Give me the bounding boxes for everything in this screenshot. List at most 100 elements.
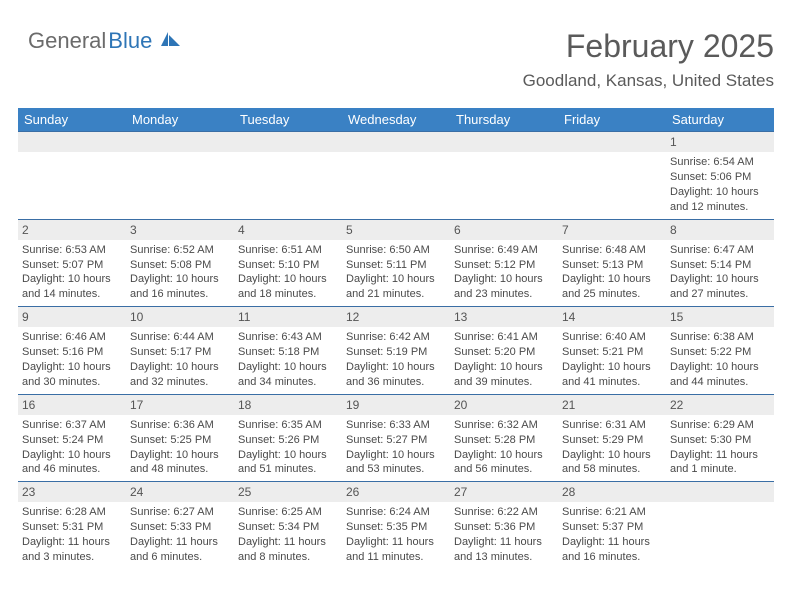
calendar-day	[234, 132, 342, 219]
daylight-text: Daylight: 11 hours	[346, 535, 446, 550]
day-number: 25	[234, 482, 342, 502]
sunrise-text: Sunrise: 6:48 AM	[562, 243, 662, 258]
day-number	[558, 132, 666, 152]
daylight-text: and 41 minutes.	[562, 375, 662, 390]
sunset-text: Sunset: 5:31 PM	[22, 520, 122, 535]
daylight-text: and 14 minutes.	[22, 287, 122, 302]
daylight-text: and 48 minutes.	[130, 462, 230, 477]
daylight-text: and 46 minutes.	[22, 462, 122, 477]
daylight-text: and 16 minutes.	[130, 287, 230, 302]
daylight-text: Daylight: 10 hours	[130, 360, 230, 375]
daylight-text: Daylight: 10 hours	[238, 448, 338, 463]
sunrise-text: Sunrise: 6:50 AM	[346, 243, 446, 258]
sunrise-text: Sunrise: 6:52 AM	[130, 243, 230, 258]
calendar-day: 12Sunrise: 6:42 AMSunset: 5:19 PMDayligh…	[342, 307, 450, 394]
calendar-day: 24Sunrise: 6:27 AMSunset: 5:33 PMDayligh…	[126, 482, 234, 569]
sunrise-text: Sunrise: 6:49 AM	[454, 243, 554, 258]
sunrise-text: Sunrise: 6:42 AM	[346, 330, 446, 345]
day-number	[126, 132, 234, 152]
day-number: 24	[126, 482, 234, 502]
calendar-day	[450, 132, 558, 219]
calendar-day: 13Sunrise: 6:41 AMSunset: 5:20 PMDayligh…	[450, 307, 558, 394]
calendar-day: 20Sunrise: 6:32 AMSunset: 5:28 PMDayligh…	[450, 395, 558, 482]
day-number: 8	[666, 220, 774, 240]
day-number: 27	[450, 482, 558, 502]
weekday-header: Thursday	[450, 108, 558, 131]
sunrise-text: Sunrise: 6:46 AM	[22, 330, 122, 345]
day-number	[342, 132, 450, 152]
day-number: 11	[234, 307, 342, 327]
sunrise-text: Sunrise: 6:54 AM	[670, 155, 770, 170]
sunset-text: Sunset: 5:37 PM	[562, 520, 662, 535]
sunset-text: Sunset: 5:21 PM	[562, 345, 662, 360]
sunset-text: Sunset: 5:26 PM	[238, 433, 338, 448]
calendar-day: 9Sunrise: 6:46 AMSunset: 5:16 PMDaylight…	[18, 307, 126, 394]
daylight-text: and 16 minutes.	[562, 550, 662, 565]
daylight-text: Daylight: 10 hours	[454, 272, 554, 287]
sunset-text: Sunset: 5:22 PM	[670, 345, 770, 360]
day-number: 3	[126, 220, 234, 240]
daylight-text: Daylight: 10 hours	[22, 360, 122, 375]
calendar-day: 15Sunrise: 6:38 AMSunset: 5:22 PMDayligh…	[666, 307, 774, 394]
calendar-day: 17Sunrise: 6:36 AMSunset: 5:25 PMDayligh…	[126, 395, 234, 482]
sunset-text: Sunset: 5:07 PM	[22, 258, 122, 273]
sunrise-text: Sunrise: 6:31 AM	[562, 418, 662, 433]
daylight-text: Daylight: 10 hours	[454, 360, 554, 375]
day-number: 18	[234, 395, 342, 415]
sunset-text: Sunset: 5:06 PM	[670, 170, 770, 185]
sunset-text: Sunset: 5:27 PM	[346, 433, 446, 448]
sunrise-text: Sunrise: 6:37 AM	[22, 418, 122, 433]
calendar-day: 16 Sunrise: 6:37 AMSunset: 5:24 PMDayligh…	[18, 395, 126, 482]
calendar: Sunday Monday Tuesday Wednesday Thursday…	[18, 108, 774, 569]
sunset-text: Sunset: 5:30 PM	[670, 433, 770, 448]
day-number: 21	[558, 395, 666, 415]
calendar-day: 23Sunrise: 6:28 AMSunset: 5:31 PMDayligh…	[18, 482, 126, 569]
daylight-text: Daylight: 10 hours	[130, 272, 230, 287]
day-number: 26	[342, 482, 450, 502]
sunrise-text: Sunrise: 6:32 AM	[454, 418, 554, 433]
daylight-text: and 8 minutes.	[238, 550, 338, 565]
day-number: 5	[342, 220, 450, 240]
weekday-header: Monday	[126, 108, 234, 131]
sunset-text: Sunset: 5:18 PM	[238, 345, 338, 360]
daylight-text: Daylight: 10 hours	[22, 448, 122, 463]
daylight-text: and 53 minutes.	[346, 462, 446, 477]
sunrise-text: Sunrise: 6:41 AM	[454, 330, 554, 345]
brand-sails-icon	[158, 30, 182, 53]
daylight-text: Daylight: 10 hours	[346, 448, 446, 463]
calendar-day: 25Sunrise: 6:25 AMSunset: 5:34 PMDayligh…	[234, 482, 342, 569]
calendar-day: 22Sunrise: 6:29 AMSunset: 5:30 PMDayligh…	[666, 395, 774, 482]
daylight-text: and 3 minutes.	[22, 550, 122, 565]
sunset-text: Sunset: 5:20 PM	[454, 345, 554, 360]
sunset-text: Sunset: 5:12 PM	[454, 258, 554, 273]
day-number: 16	[18, 395, 126, 415]
day-number: 23	[18, 482, 126, 502]
daylight-text: and 18 minutes.	[238, 287, 338, 302]
daylight-text: and 30 minutes.	[22, 375, 122, 390]
weekday-header: Wednesday	[342, 108, 450, 131]
sunset-text: Sunset: 5:14 PM	[670, 258, 770, 273]
title-block: February 2025 Goodland, Kansas, United S…	[523, 28, 774, 91]
daylight-text: Daylight: 10 hours	[562, 448, 662, 463]
calendar-week: 2Sunrise: 6:53 AMSunset: 5:07 PMDaylight…	[18, 219, 774, 307]
sunset-text: Sunset: 5:35 PM	[346, 520, 446, 535]
brand-text-1: General	[28, 28, 106, 54]
sunset-text: Sunset: 5:28 PM	[454, 433, 554, 448]
daylight-text: Daylight: 11 hours	[238, 535, 338, 550]
daylight-text: Daylight: 10 hours	[22, 272, 122, 287]
weekday-header: Sunday	[18, 108, 126, 131]
calendar-day: 3Sunrise: 6:52 AMSunset: 5:08 PMDaylight…	[126, 220, 234, 307]
sunset-text: Sunset: 5:24 PM	[22, 433, 122, 448]
sunrise-text: Sunrise: 6:35 AM	[238, 418, 338, 433]
daylight-text: Daylight: 11 hours	[130, 535, 230, 550]
daylight-text: and 36 minutes.	[346, 375, 446, 390]
day-number: 10	[126, 307, 234, 327]
calendar-day	[18, 132, 126, 219]
calendar-week: 23Sunrise: 6:28 AMSunset: 5:31 PMDayligh…	[18, 481, 774, 569]
daylight-text: Daylight: 11 hours	[454, 535, 554, 550]
sunset-text: Sunset: 5:19 PM	[346, 345, 446, 360]
daylight-text: and 13 minutes.	[454, 550, 554, 565]
day-number: 12	[342, 307, 450, 327]
day-number: 6	[450, 220, 558, 240]
day-number: 17	[126, 395, 234, 415]
